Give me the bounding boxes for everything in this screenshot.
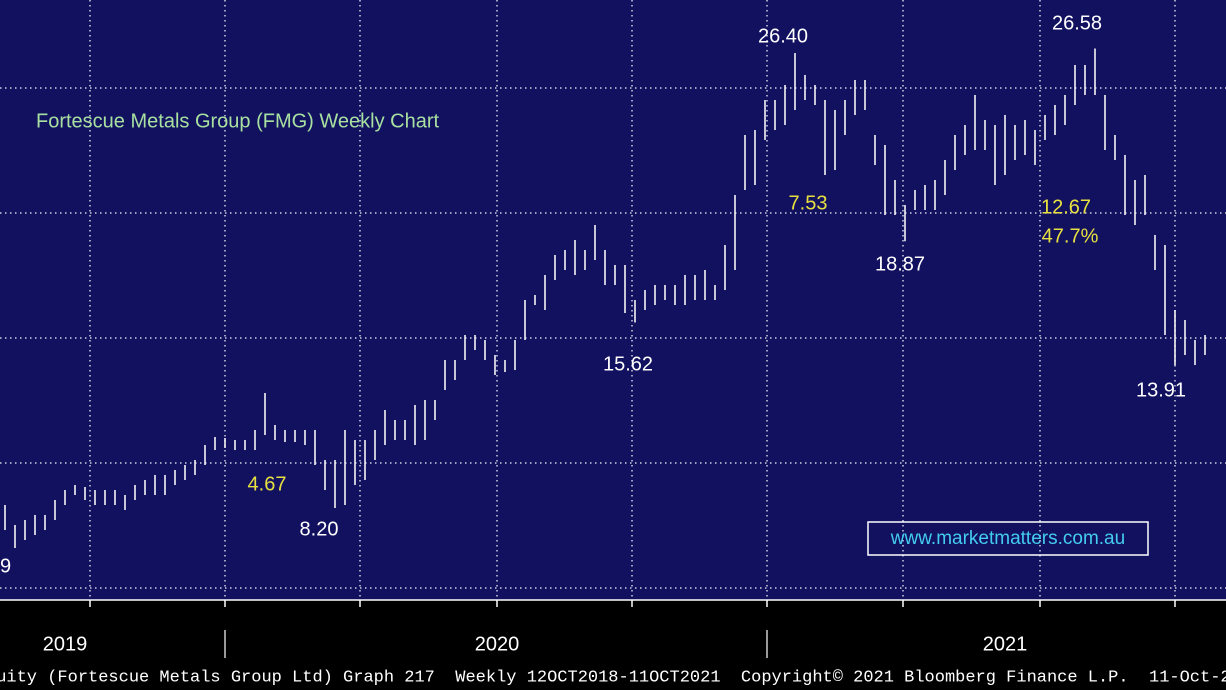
x-tick-label: 2020 [475,633,520,655]
footer: quity (Fortescue Metals Group Ltd) Graph… [0,668,1226,687]
annotation: 12.67 [1041,196,1091,218]
annotation: 15.62 [603,353,653,375]
annotation: 8.20 [300,518,339,540]
annotation: 47.7% [1042,225,1099,247]
website: www.marketmatters.com.au [890,528,1125,549]
axis-band [0,600,1226,690]
labels: 2019 2020 2021 26.40 26.58 7.53 12.67 47.7% 18.8… [0,12,1186,655]
annotation: 9 [0,555,11,577]
chart-title: Fortescue Metals Group (FMG) Weekly Char… [36,110,440,132]
annotation: 26.58 [1052,12,1102,34]
annotation: 4.67 [248,473,287,495]
plot-area [0,0,1226,600]
annotation: 13.91 [1136,379,1186,401]
annotation: 26.40 [758,25,808,47]
grid [0,0,1226,607]
bars [4,48,1206,548]
x-tick-label: 2021 [983,633,1028,655]
x-tick-label: 2019 [43,633,88,655]
annotation: 7.53 [789,192,828,214]
annotation: 18.87 [875,253,925,275]
website-box [867,521,1149,556]
